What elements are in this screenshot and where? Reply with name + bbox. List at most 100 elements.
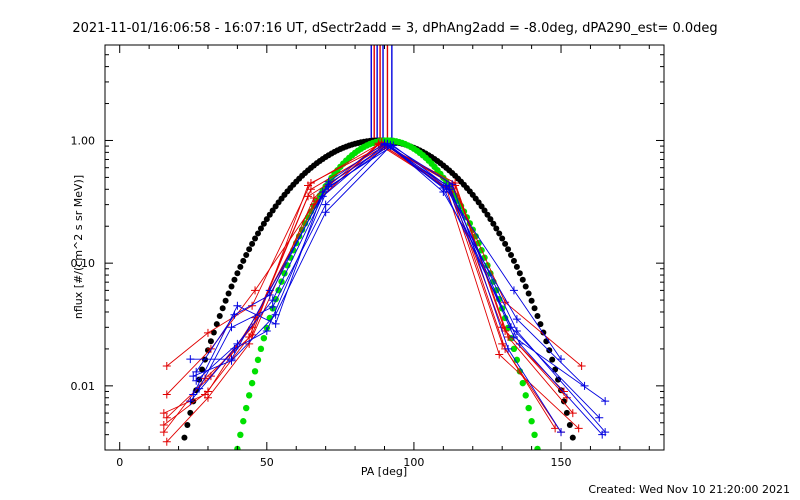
fit-black-point [528, 297, 535, 304]
series [189, 140, 566, 437]
fit-black-point [525, 290, 532, 297]
fit-green-point [534, 445, 541, 450]
fit-black-point [566, 422, 573, 429]
fit-black-point [246, 246, 253, 253]
fit-black-point [207, 338, 214, 345]
series [159, 142, 577, 418]
series-point [206, 344, 215, 353]
creation-footer: Created: Wed Nov 10 21:20:00 2021 [588, 483, 790, 496]
series-point [230, 344, 239, 353]
series-point [498, 339, 507, 348]
fit-black-point [522, 283, 529, 290]
series-line [166, 145, 562, 433]
series-point [321, 208, 330, 217]
series-point [580, 381, 589, 390]
series-point [568, 409, 577, 418]
series-line [163, 141, 580, 429]
series-line [193, 145, 585, 387]
fit-black-point [257, 225, 264, 232]
fit-black-point [546, 347, 553, 354]
x-axis-label: PA [deg] [361, 465, 407, 478]
series-point [201, 374, 210, 383]
series-point [551, 424, 560, 433]
series-point [445, 185, 454, 194]
series-point [439, 183, 448, 192]
fit-black-point [516, 270, 523, 277]
series-point [203, 328, 212, 337]
series-point [512, 315, 521, 324]
series-point [159, 428, 168, 437]
series-point [271, 319, 280, 328]
fit-black-point [563, 409, 570, 416]
fit-black-point [502, 240, 509, 247]
fit-black-point [228, 283, 235, 290]
series-point [186, 397, 195, 406]
y-tick-label: 1.00 [71, 134, 96, 147]
fit-green-point [531, 431, 538, 439]
fit-black-point [508, 251, 515, 258]
fit-black-point [231, 276, 238, 283]
fit-black-point [243, 251, 250, 258]
fit-black-point [569, 434, 576, 441]
fit-green-point [519, 379, 526, 387]
fit-black-point [210, 329, 217, 336]
series-point [324, 177, 333, 186]
series [186, 141, 610, 406]
series-point [598, 430, 607, 439]
fit-black-point [184, 422, 191, 429]
fit-black-point [537, 321, 544, 328]
series-point [192, 376, 201, 385]
series-point [512, 326, 521, 335]
series-point [162, 362, 171, 371]
series-point [448, 180, 457, 189]
fit-black-point [199, 366, 206, 373]
series-point [304, 181, 313, 190]
plot-frame [104, 44, 665, 451]
series-line [195, 142, 603, 436]
x-tick-label: 100 [403, 456, 424, 469]
series-point [268, 302, 277, 311]
series-point [159, 409, 168, 418]
series-point [203, 393, 212, 402]
x-tick-label: 150 [551, 456, 572, 469]
series-point [509, 286, 518, 295]
fit-green-point [251, 368, 259, 375]
fit-black-point [181, 434, 188, 441]
fit-black-point [496, 230, 503, 237]
series-point [186, 355, 195, 364]
fit-black-point [252, 235, 259, 242]
series-point [233, 301, 242, 310]
series [162, 142, 566, 437]
series-point [601, 397, 610, 406]
x-tick-label: 50 [260, 456, 274, 469]
fit-black-point [519, 276, 526, 283]
series-point [559, 387, 568, 396]
series-line [166, 143, 556, 443]
series-line [163, 142, 565, 433]
series-point [268, 296, 277, 305]
plot-area [159, 45, 610, 450]
series-point [574, 424, 583, 433]
series [195, 139, 610, 437]
series-point [262, 326, 271, 335]
series-point [162, 437, 171, 446]
series-line [192, 144, 562, 433]
chart-title: 2021-11-01/16:06:58 - 16:07:16 UT, dSect… [72, 21, 717, 36]
x-axis: 0 50 100 150 [116, 45, 650, 469]
fit-black-point [213, 321, 220, 328]
fit-black-point [493, 225, 500, 232]
fit-black-point [254, 230, 261, 237]
series-point [318, 188, 327, 197]
series [159, 138, 568, 437]
series-point [248, 330, 257, 339]
fit-black-point [484, 211, 491, 218]
fit-black-point [240, 257, 247, 264]
fit-green-point [513, 356, 521, 364]
series-point [251, 286, 260, 295]
series-point [162, 413, 171, 422]
series-point [230, 310, 239, 319]
series-point [380, 139, 389, 148]
fit-black-point [549, 356, 556, 363]
series-point [595, 413, 604, 422]
fit-black-point [534, 313, 541, 320]
